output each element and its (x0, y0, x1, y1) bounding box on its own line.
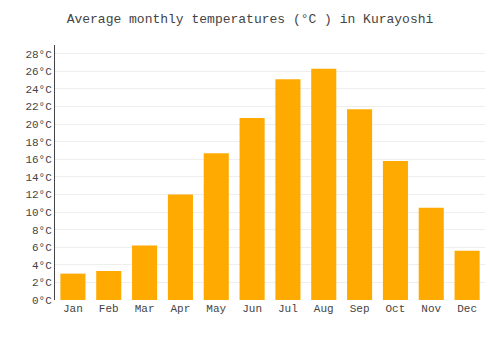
svg-text:Average monthly temperatures (: Average monthly temperatures (°C ) in Ku… (67, 12, 434, 27)
svg-text:0°C: 0°C (32, 295, 52, 307)
svg-text:Sep: Sep (350, 303, 370, 315)
svg-text:20°C: 20°C (25, 119, 52, 131)
svg-text:Aug: Aug (314, 303, 334, 315)
svg-text:10°C: 10°C (25, 207, 52, 219)
svg-text:Jun: Jun (242, 303, 262, 315)
svg-text:26°C: 26°C (25, 66, 52, 78)
svg-text:Nov: Nov (421, 303, 441, 315)
svg-text:14°C: 14°C (25, 172, 52, 184)
svg-text:18°C: 18°C (25, 137, 52, 149)
svg-text:22°C: 22°C (25, 101, 52, 113)
svg-text:Feb: Feb (99, 303, 119, 315)
svg-text:Apr: Apr (171, 303, 191, 315)
svg-text:6°C: 6°C (32, 242, 52, 254)
svg-text:12°C: 12°C (25, 189, 52, 201)
svg-text:Mar: Mar (135, 303, 155, 315)
svg-text:May: May (206, 303, 226, 315)
svg-text:24°C: 24°C (25, 84, 52, 96)
svg-text:8°C: 8°C (32, 225, 52, 237)
svg-text:Dec: Dec (457, 303, 477, 315)
svg-text:4°C: 4°C (32, 260, 52, 272)
svg-text:28°C: 28°C (25, 49, 52, 61)
svg-text:16°C: 16°C (25, 154, 52, 166)
svg-text:Jul: Jul (278, 303, 298, 315)
svg-text:Oct: Oct (386, 303, 406, 315)
svg-text:Jan: Jan (63, 303, 83, 315)
svg-text:2°C: 2°C (32, 277, 52, 289)
